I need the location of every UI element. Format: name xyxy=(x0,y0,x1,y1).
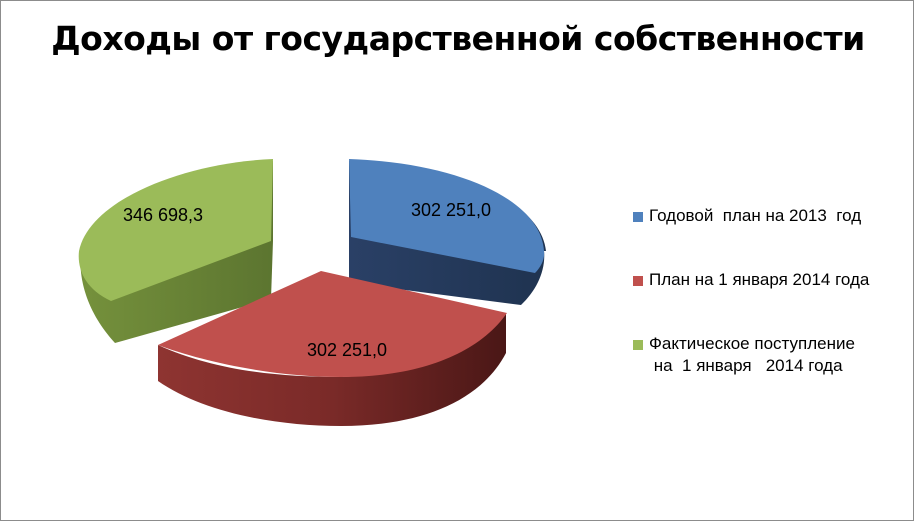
legend-swatch-red xyxy=(633,276,643,286)
chart-title: Доходы от государственной собственности xyxy=(51,19,865,58)
slice-group-actual xyxy=(78,159,273,343)
slice-group-plan-2013 xyxy=(349,159,546,305)
legend-swatch-blue xyxy=(633,212,643,222)
slice-top-plan-jan-2014 xyxy=(158,271,507,377)
legend-label-plan-2013: Годовой план на 2013 год xyxy=(649,206,862,225)
slice-top-actual xyxy=(78,159,273,301)
legend-label-plan-jan-2014: План на 1 января 2014 года xyxy=(649,270,870,289)
legend-label-actual: Фактическое поступление на 1 января 2014… xyxy=(649,334,855,375)
legend-swatch-green xyxy=(633,340,643,350)
slice-side-plan-jan-2014 xyxy=(158,313,506,426)
slice-top-plan-2013 xyxy=(349,159,545,273)
data-label-plan-2013: 302 251,0 xyxy=(411,200,491,220)
data-label-plan-jan-2014: 302 251,0 xyxy=(307,340,387,360)
slice-group-plan-jan-2014 xyxy=(158,271,507,426)
data-label-actual: 346 698,3 xyxy=(123,205,203,225)
